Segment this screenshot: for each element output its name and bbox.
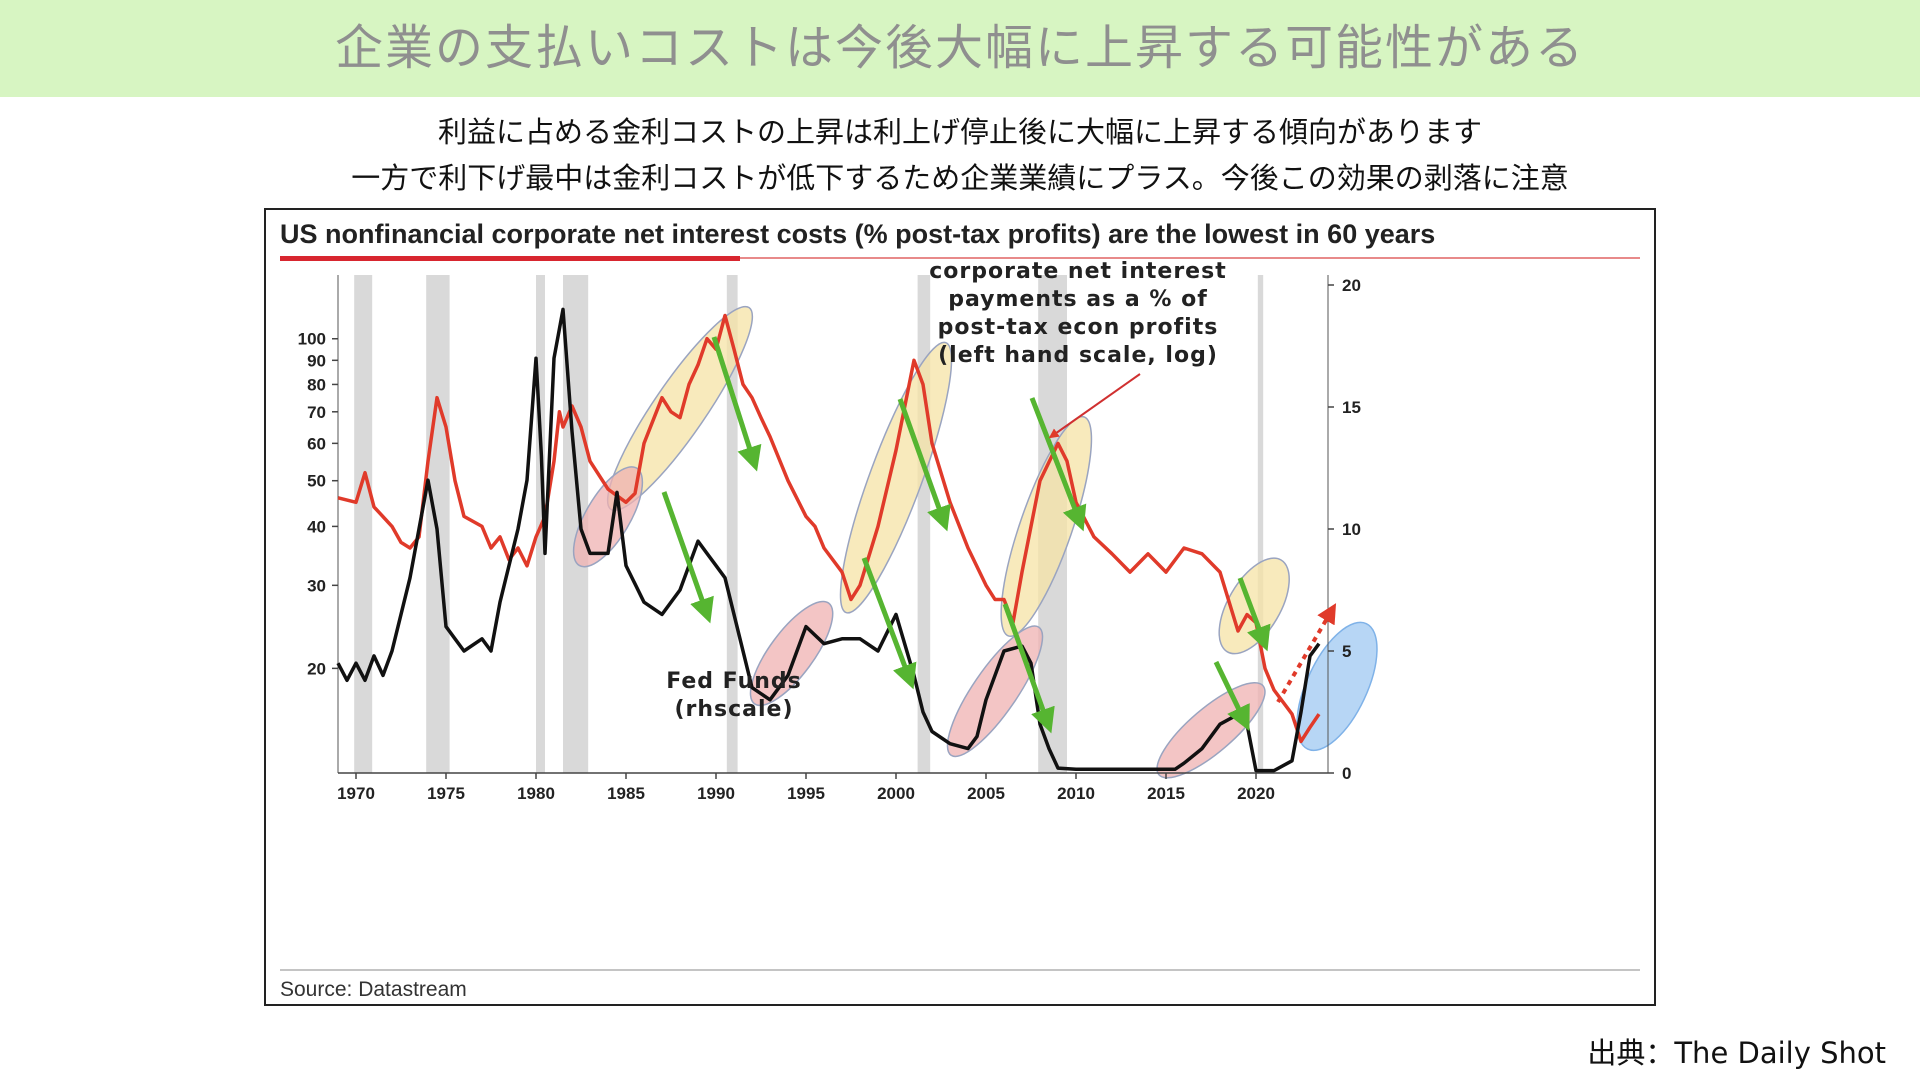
recession-band (1257, 275, 1264, 773)
chart-title: US nonfinancial corporate net interest c… (280, 219, 1435, 249)
right-tick-label: 10 (1342, 520, 1361, 539)
fed-highlight-ellipse (572, 466, 644, 568)
left-tick-label: 60 (307, 434, 326, 453)
rate-cut-arrow (1213, 660, 1250, 732)
recession-band (726, 275, 738, 773)
x-tick-label: 1970 (337, 784, 375, 803)
title-rule-red (280, 256, 740, 261)
x-tick-label: 2020 (1237, 784, 1275, 803)
slide-title: 企業の支払いコストは今後大幅に上昇する可能性がある (334, 20, 1585, 76)
right-tick-label: 15 (1342, 398, 1361, 417)
rate-cut-arrow (661, 491, 714, 624)
left-tick-label: 70 (307, 403, 326, 422)
interest-annotation-pointer (1048, 373, 1141, 439)
x-tick-label: 2015 (1147, 784, 1185, 803)
x-tick-label: 1995 (787, 784, 825, 803)
interest-annotation-line: (left hand scale, log) (938, 343, 1218, 368)
interest-annotation-line: post-tax econ profits (938, 315, 1219, 340)
fed-highlight-ellipse (749, 600, 834, 707)
fed-funds-line (336, 307, 1321, 773)
left-tick-label: 80 (307, 375, 326, 394)
chart-source: Source: Datastream (280, 978, 467, 1001)
x-tick-label: 2010 (1057, 784, 1095, 803)
left-tick-label: 40 (307, 517, 326, 536)
x-tick-label: 2005 (967, 784, 1005, 803)
title-rule-thin (740, 257, 1640, 259)
rate-cut-arrow (1002, 603, 1055, 734)
left-tick-label: 90 (307, 351, 326, 370)
x-tick-label: 1980 (517, 784, 555, 803)
fed-highlight-ellipse (946, 625, 1044, 758)
forecast-rise-arrow (1276, 603, 1337, 704)
rate-cut-arrow (861, 557, 917, 690)
rate-cut-arrow (711, 336, 762, 472)
left-tick-label: 50 (307, 472, 326, 491)
fed-annotation-line: Fed Funds (666, 669, 802, 694)
recession-band (426, 275, 450, 773)
interest-cost-chart: US nonfinancial corporate net interest c… (280, 219, 1640, 1001)
right-tick-label: 5 (1342, 642, 1351, 661)
slide-header-band (0, 0, 1920, 97)
subtitle-line-2: 一方で利下げ最中は金利コストが低下するため企業業績にプラス。今後この効果の剥落に… (351, 161, 1569, 195)
rate-cut-arrow (897, 398, 951, 532)
recession-band (354, 275, 373, 773)
x-tick-label: 2000 (877, 784, 915, 803)
right-tick-label: 0 (1342, 764, 1351, 783)
rise-highlight-ellipse (839, 341, 953, 614)
interest-annotation-line: corporate net interest (929, 259, 1226, 284)
x-tick-label: 1975 (427, 784, 465, 803)
interest-annotation-line: payments as a % of (948, 287, 1208, 312)
rise-highlight-ellipse (1218, 557, 1290, 655)
subtitle-line-1: 利益に占める金利コストの上昇は利上げ停止後に大幅に上昇する傾向があります (437, 115, 1482, 149)
fed-annotation-line: (rhscale) (674, 697, 793, 722)
left-tick-label: 100 (298, 330, 326, 349)
source-credit: 出典：The Daily Shot (1587, 1036, 1886, 1070)
interest-cost-line (337, 313, 1321, 744)
x-tick-label: 1990 (697, 784, 735, 803)
x-tick-label: 1985 (607, 784, 645, 803)
right-tick-label: 20 (1342, 276, 1361, 295)
chart-frame: US nonfinancial corporate net interest c… (264, 208, 1656, 1006)
rate-cut-arrow (1237, 577, 1271, 652)
left-tick-label: 30 (307, 576, 326, 595)
rate-cut-arrow (1029, 397, 1087, 532)
left-tick-label: 20 (307, 659, 326, 678)
